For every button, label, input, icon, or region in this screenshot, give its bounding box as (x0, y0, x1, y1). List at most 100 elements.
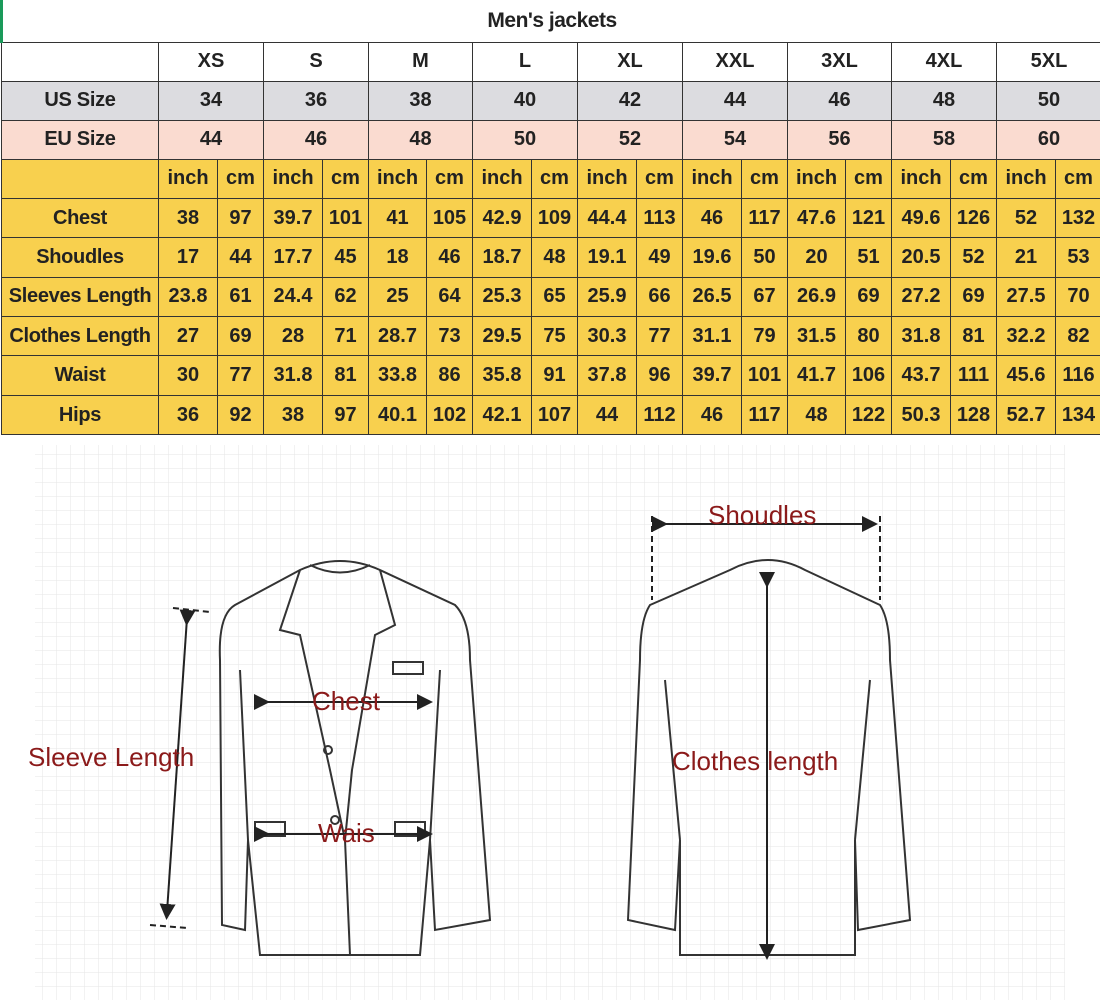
inch-value: 18 (369, 238, 427, 277)
cm-value: 62 (323, 277, 369, 316)
inch-value: 31.8 (892, 317, 951, 356)
cm-value: 73 (427, 317, 473, 356)
us-size-cell: 44 (683, 81, 788, 120)
cm-value: 101 (742, 356, 788, 395)
cm-value: 101 (323, 198, 369, 237)
clothes-length-label: Clothes length (672, 746, 838, 777)
unit-inch: inch (788, 159, 846, 198)
us-size-cell: 46 (788, 81, 892, 120)
inch-value: 30.3 (578, 317, 637, 356)
cm-value: 117 (742, 198, 788, 237)
measurement-label: Clothes Length (2, 317, 159, 356)
cm-value: 50 (742, 238, 788, 277)
size-header: L (473, 42, 578, 81)
inch-value: 44 (578, 395, 637, 434)
cm-value: 126 (951, 198, 997, 237)
eu-size-cell: 58 (892, 120, 997, 159)
inch-value: 20.5 (892, 238, 951, 277)
cm-value: 116 (1056, 356, 1100, 395)
inch-value: 43.7 (892, 356, 951, 395)
inch-value: 37.8 (578, 356, 637, 395)
cm-value: 91 (532, 356, 578, 395)
sleeve-length-label: Sleeve Length (28, 742, 194, 773)
corner-cell (2, 42, 159, 81)
inch-value: 31.1 (683, 317, 742, 356)
cm-value: 97 (323, 395, 369, 434)
unit-cm: cm (951, 159, 997, 198)
inch-value: 46 (683, 395, 742, 434)
unit-inch: inch (683, 159, 742, 198)
inch-value: 41.7 (788, 356, 846, 395)
measurement-label: Chest (2, 198, 159, 237)
cm-value: 109 (532, 198, 578, 237)
cm-value: 65 (532, 277, 578, 316)
measurement-label: Shoudles (2, 238, 159, 277)
shoulders-label: Shoudles (708, 500, 816, 531)
cm-value: 77 (637, 317, 683, 356)
inch-value: 27.2 (892, 277, 951, 316)
cm-value: 105 (427, 198, 473, 237)
inch-value: 39.7 (683, 356, 742, 395)
cm-value: 128 (951, 395, 997, 434)
cm-value: 132 (1056, 198, 1100, 237)
measurement-diagram: Chest Sleeve Length Wais Shoudles Clothe… (0, 440, 1100, 1000)
cm-value: 53 (1056, 238, 1100, 277)
inch-value: 20 (788, 238, 846, 277)
us-size-cell: 48 (892, 81, 997, 120)
inch-value: 28.7 (369, 317, 427, 356)
unit-cm: cm (1056, 159, 1100, 198)
size-header: XL (578, 42, 683, 81)
cm-value: 77 (218, 356, 264, 395)
cm-value: 48 (532, 238, 578, 277)
inch-value: 27.5 (997, 277, 1056, 316)
cm-value: 71 (323, 317, 369, 356)
cm-value: 79 (742, 317, 788, 356)
cm-value: 61 (218, 277, 264, 316)
cm-value: 70 (1056, 277, 1100, 316)
cm-value: 69 (951, 277, 997, 316)
eu-size-cell: 56 (788, 120, 892, 159)
size-header: 5XL (997, 42, 1100, 81)
measurement-label: Waist (2, 356, 159, 395)
inch-value: 42.9 (473, 198, 532, 237)
inch-value: 36 (159, 395, 218, 434)
eu-size-cell: 60 (997, 120, 1100, 159)
cm-value: 69 (218, 317, 264, 356)
inch-value: 50.3 (892, 395, 951, 434)
inch-value: 25 (369, 277, 427, 316)
inch-value: 41 (369, 198, 427, 237)
eu-size-cell: 44 (159, 120, 264, 159)
measurement-label: Hips (2, 395, 159, 434)
cm-value: 69 (846, 277, 892, 316)
measurement-label: Sleeves Length (2, 277, 159, 316)
eu-size-cell: 52 (578, 120, 683, 159)
eu-size-label: EU Size (2, 120, 159, 159)
unit-cm: cm (323, 159, 369, 198)
cm-value: 96 (637, 356, 683, 395)
us-size-cell: 36 (264, 81, 369, 120)
cm-value: 106 (846, 356, 892, 395)
cm-value: 102 (427, 395, 473, 434)
inch-value: 25.3 (473, 277, 532, 316)
inch-value: 32.2 (997, 317, 1056, 356)
waist-label: Wais (318, 818, 375, 849)
eu-size-cell: 50 (473, 120, 578, 159)
unit-inch: inch (473, 159, 532, 198)
us-size-label: US Size (2, 81, 159, 120)
cm-value: 45 (323, 238, 369, 277)
cm-value: 46 (427, 238, 473, 277)
inch-value: 35.8 (473, 356, 532, 395)
cm-value: 112 (637, 395, 683, 434)
cm-value: 92 (218, 395, 264, 434)
cm-value: 51 (846, 238, 892, 277)
cm-value: 52 (951, 238, 997, 277)
unit-inch: inch (997, 159, 1056, 198)
inch-value: 47.6 (788, 198, 846, 237)
inch-value: 24.4 (264, 277, 323, 316)
us-size-cell: 34 (159, 81, 264, 120)
unit-inch: inch (369, 159, 427, 198)
